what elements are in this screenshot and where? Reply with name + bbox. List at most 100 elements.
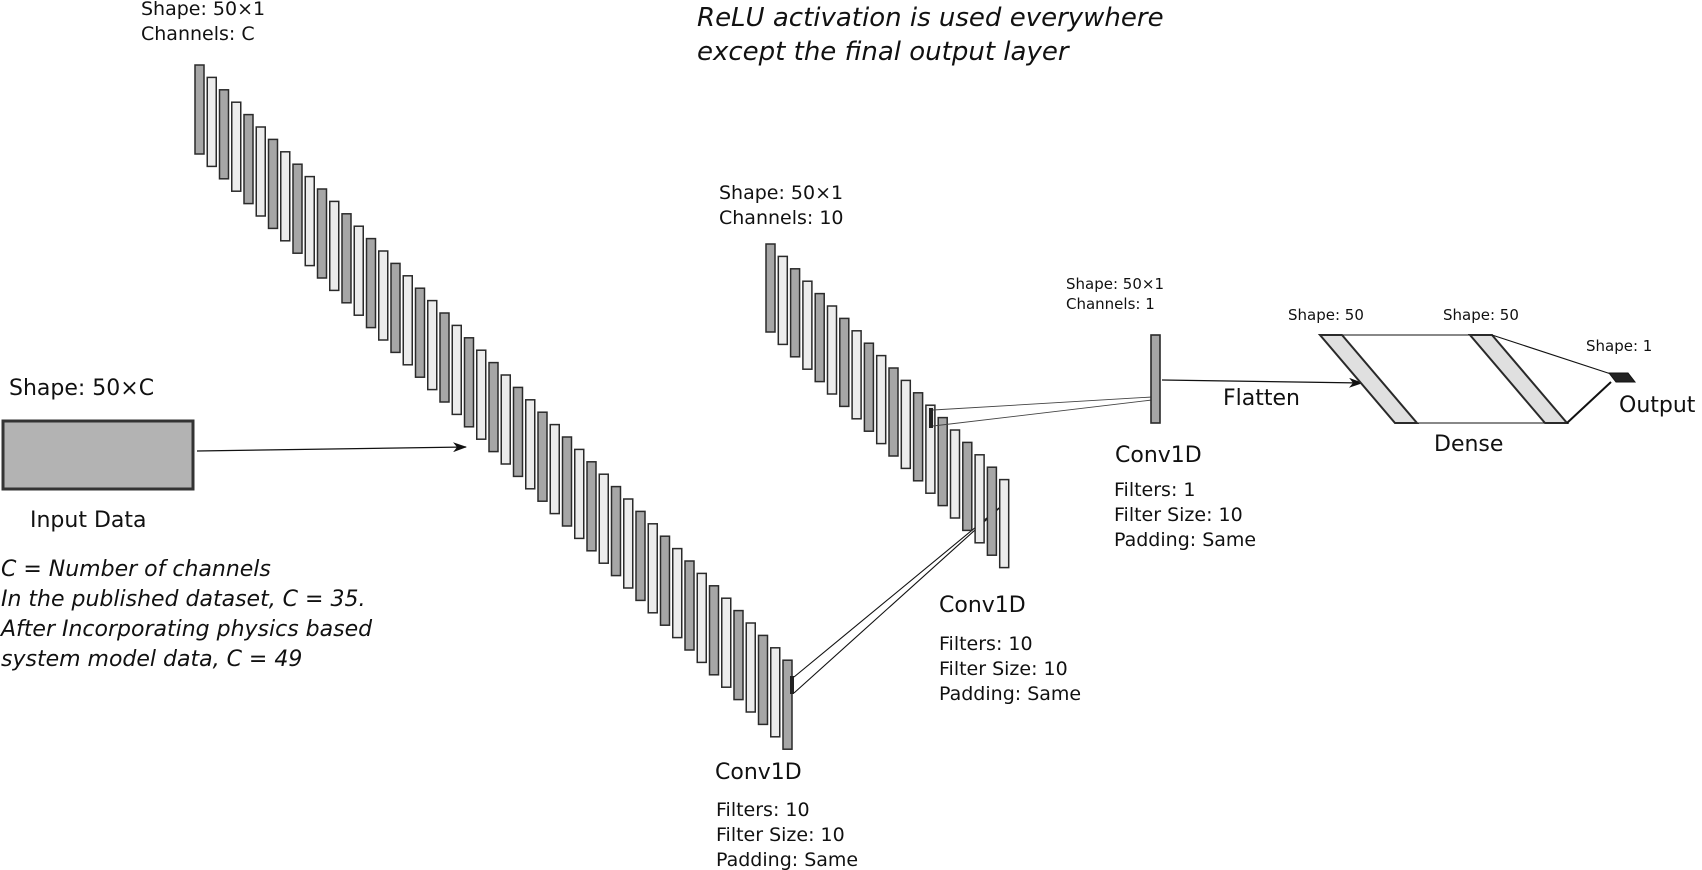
conv2-feature-map-5 <box>814 292 825 383</box>
conv1-channels-label: Channels: C <box>141 23 255 45</box>
conv1-feature-map-26 <box>500 374 511 465</box>
conv2-feature-map-6 <box>826 305 838 395</box>
conv1-detail-padding: Padding: Same <box>716 849 858 870</box>
conv1-feature-map-12 <box>329 200 340 292</box>
conv1-feature-map-16 <box>378 250 389 341</box>
conv1-feature-map-49 <box>782 659 793 750</box>
conv2-feature-map-8 <box>851 330 862 420</box>
conv1-feature-map-27 <box>512 386 524 478</box>
conv1-feature-map-29 <box>537 411 548 502</box>
conv2-feature-map-19 <box>986 466 998 556</box>
input-data-block <box>1 419 195 491</box>
conv1-feature-map-42 <box>696 572 707 664</box>
conv2-feature-map-9 <box>863 342 875 432</box>
conv1-feature-map-45 <box>733 609 744 701</box>
conv3-detail-filter-size: Filter Size: 10 <box>1114 504 1243 526</box>
conv1-feature-map-36 <box>623 498 634 589</box>
conv2-feature-map-12 <box>900 379 912 470</box>
conv1-detail-filters: Filters: 10 <box>716 799 810 821</box>
conv2-detail-filter-size: Filter Size: 10 <box>939 658 1068 680</box>
conv1-feature-map-3 <box>218 89 230 180</box>
conv2-kernel-line-a <box>932 396 1153 411</box>
conv1-feature-map-31 <box>561 436 573 527</box>
conv1-feature-map-9 <box>292 163 303 254</box>
conv2-feature-map-11 <box>888 367 899 457</box>
input-arrow <box>196 442 467 453</box>
conv2-detail-filters: Filters: 10 <box>939 633 1033 655</box>
conv3-title: Conv1D <box>1115 443 1202 468</box>
output-connection-top <box>1491 334 1612 375</box>
relu-note-line1: ReLU activation is used everywhere <box>697 3 1164 33</box>
conv1-feature-map-21 <box>439 312 450 403</box>
conv2-detail-padding: Padding: Same <box>939 683 1081 705</box>
conv3-detail-filters: Filters: 1 <box>1114 479 1195 501</box>
conv1-kernel-line-a <box>793 502 1006 678</box>
conv1-kernel-line-b <box>793 502 1006 694</box>
input-caption: Input Data <box>30 508 147 533</box>
conv1-title: Conv1D <box>715 760 802 785</box>
conv1-feature-map-44 <box>721 597 732 688</box>
conv1-feature-map-18 <box>402 275 413 366</box>
conv1-detail-filter-size: Filter Size: 10 <box>716 824 845 846</box>
conv1-feature-map-38 <box>647 523 658 614</box>
conv1-feature-map-17 <box>390 262 401 354</box>
conv1-feature-map-43 <box>708 585 720 676</box>
conv1-feature-map-40 <box>672 547 683 639</box>
channel-note-3: After Incorporating physics based <box>0 617 373 642</box>
conv1-feature-map-6 <box>255 126 266 217</box>
conv1-feature-map-35 <box>610 485 622 577</box>
conv2-feature-map-1 <box>765 243 776 333</box>
output-shape-label: Shape: 1 <box>1586 337 1652 355</box>
channel-note-1: C = Number of channels <box>1 557 271 582</box>
conv2-feature-map-14 <box>925 404 936 494</box>
conv1-feature-map-stack <box>194 64 793 750</box>
conv1-feature-map-48 <box>770 647 781 738</box>
conv3-feature-map <box>1150 334 1161 424</box>
conv2-feature-map-18 <box>974 454 985 544</box>
conv3-shape-label: Shape: 50×1 <box>1066 275 1164 293</box>
conv1-feature-map-28 <box>525 399 536 490</box>
conv2-kernel-marker <box>929 408 933 428</box>
conv2-feature-map-10 <box>875 354 887 445</box>
conv2-feature-map-4 <box>802 280 813 370</box>
conv1-kernel-marker <box>790 676 794 694</box>
conv2-feature-map-20 <box>998 478 1010 569</box>
conv2-feature-map-16 <box>949 429 961 519</box>
flatten-arrow <box>1161 377 1363 388</box>
conv1-feature-map-20 <box>427 299 438 391</box>
conv1-shape-label: Shape: 50×1 <box>141 0 265 20</box>
conv2-kernel-line-b <box>932 399 1153 427</box>
dense1-layer <box>1317 334 1420 424</box>
output-node <box>1607 372 1637 383</box>
dense2-shape-label: Shape: 50 <box>1443 306 1519 324</box>
conv1-feature-map-23 <box>463 337 475 428</box>
conv1-feature-map-22 <box>451 324 462 416</box>
conv1-feature-map-2 <box>206 76 217 168</box>
conv1-feature-map-13 <box>341 213 352 304</box>
output-caption: Output <box>1619 393 1696 418</box>
conv1-feature-map-46 <box>745 622 756 713</box>
conv1-feature-map-7 <box>267 138 279 230</box>
conv2-title: Conv1D <box>939 593 1026 618</box>
conv2-feature-map-2 <box>777 255 789 346</box>
conv2-feature-map-3 <box>789 268 801 358</box>
conv1-feature-map-5 <box>243 113 254 205</box>
conv2-feature-map-17 <box>962 441 973 532</box>
conv1-feature-map-14 <box>353 225 364 316</box>
conv1-feature-map-1 <box>194 64 205 155</box>
conv2-channels-label: Channels: 10 <box>719 207 844 229</box>
conv2-feature-map-13 <box>912 392 924 482</box>
conv1-feature-map-34 <box>598 473 609 564</box>
input-shape-label: Shape: 50×C <box>9 376 154 401</box>
dense-title: Dense <box>1434 432 1503 457</box>
conv1-feature-map-47 <box>757 634 769 726</box>
conv3-channels-label: Channels: 1 <box>1066 295 1155 313</box>
conv1-feature-map-19 <box>414 287 426 378</box>
conv1-feature-map-33 <box>586 461 597 552</box>
channel-note-4: system model data, C = 49 <box>1 647 302 672</box>
conv2-feature-map-7 <box>839 317 850 408</box>
conv1-feature-map-15 <box>365 237 377 329</box>
relu-note-line2: except the final output layer <box>697 37 1071 67</box>
conv1-feature-map-11 <box>316 188 328 279</box>
